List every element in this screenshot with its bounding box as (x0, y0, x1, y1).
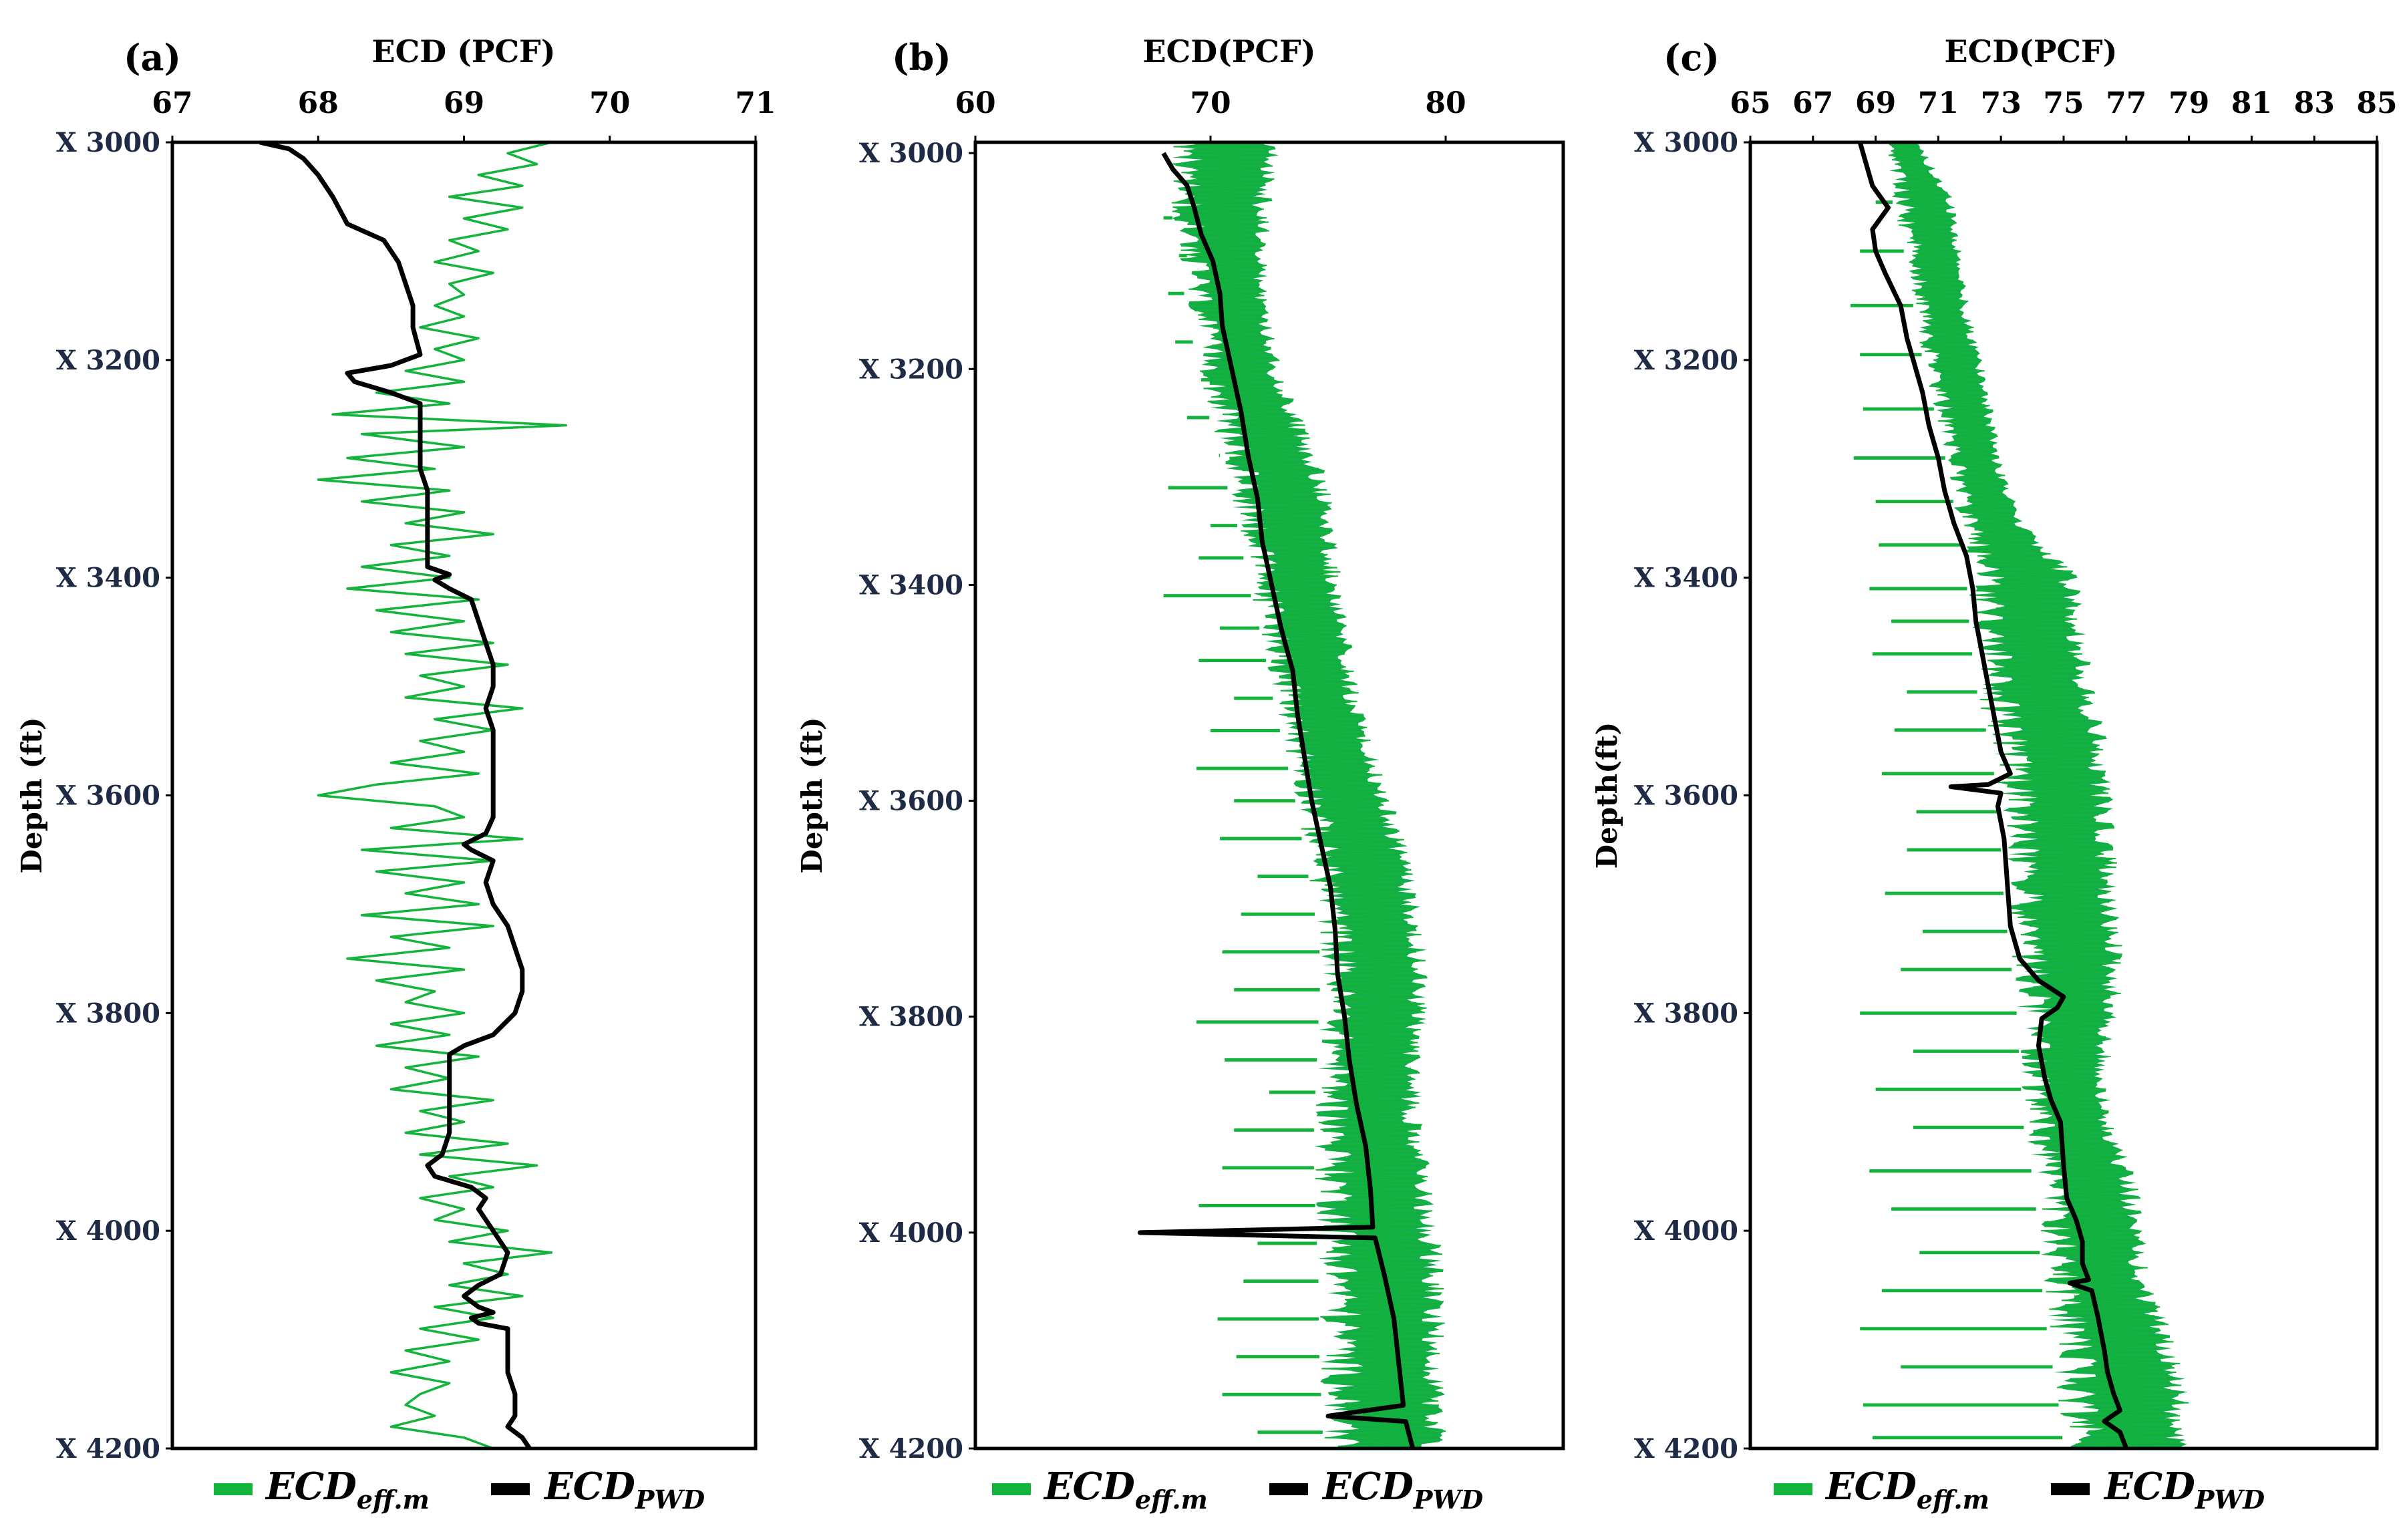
legend-eff-sub: eff.m (357, 1485, 430, 1515)
legend-label-eff: ECDeff.m (265, 1465, 430, 1515)
x-tick-label: 71 (735, 86, 776, 120)
y-tick-label: X 3200 (1634, 345, 1738, 376)
plot-area (1851, 142, 2189, 1448)
legend-swatch-eff (214, 1483, 253, 1495)
legend-pwd-main: ECD (543, 1465, 635, 1509)
x-tick-label: 77 (2106, 86, 2146, 120)
x-axis-title: ECD(PCF) (1945, 33, 2118, 69)
y-tick-label: X 3000 (1634, 127, 1738, 158)
legend-pwd-main: ECD (1321, 1465, 1414, 1509)
y-tick-label: X 4200 (859, 1433, 963, 1465)
legend: ECDeff.m ECDPWD (992, 1465, 1483, 1515)
legend-eff-main: ECD (265, 1465, 357, 1509)
y-axis-title: Depth(ft) (1591, 722, 1623, 869)
legend-label-eff: ECDeff.m (1824, 1465, 1989, 1515)
y-tick-label: X 3000 (859, 138, 963, 169)
chart-panel-a: 67 68 69 70 71 ECD (PCF) (a) X 3000 X 3200 X 3400… (15, 33, 776, 1515)
panel-label: (a) (124, 36, 181, 79)
y-tick-label: X 3400 (56, 563, 160, 594)
legend-swatch-pwd (1269, 1483, 1308, 1495)
legend-pwd-main: ECD (2103, 1465, 2195, 1509)
x-tick-label: 67 (152, 86, 192, 120)
x-tick-label: 67 (1792, 86, 1833, 120)
legend-label-eff: ECDeff.m (1043, 1465, 1208, 1515)
legend-label-pwd: ECDPWD (543, 1465, 705, 1515)
y-axis-title: Depth (ft) (15, 717, 48, 873)
x-tick-label: 81 (2231, 86, 2272, 120)
chart-panel-b: 60 70 80 ECD(PCF) (b) X 3000 X 3200 X 3400 X 360… (796, 33, 1565, 1515)
x-axis-title: ECD (PCF) (372, 33, 556, 69)
y-tick-label: X 4000 (56, 1215, 160, 1247)
plot-frame (170, 140, 758, 1450)
y-tick-label: X 4000 (859, 1217, 963, 1249)
x-tick-label: 85 (2356, 86, 2397, 120)
band-texture (1889, 142, 2189, 1448)
x-tick-label: 75 (2043, 86, 2084, 120)
x-tick-label: 69 (1855, 86, 1896, 120)
plot-area (259, 142, 568, 1448)
series-ECD_PWD-line (259, 142, 532, 1448)
x-axis-title: ECD(PCF) (1143, 33, 1316, 69)
y-tick-label: X 3800 (56, 997, 160, 1029)
legend: ECDeff.m ECDPWD (214, 1465, 705, 1515)
panel-label: (b) (892, 36, 951, 79)
x-tick-label: 65 (1730, 86, 1770, 120)
legend-label-pwd: ECDPWD (1321, 1465, 1483, 1515)
y-axis-title: Depth (ft) (796, 717, 828, 873)
x-tick-label: 73 (1981, 86, 2022, 120)
y-tick-label: X 3200 (56, 345, 160, 376)
y-tick-label: X 3200 (859, 353, 963, 385)
legend-swatch-pwd (2051, 1483, 2090, 1495)
legend-eff-sub: eff.m (1917, 1485, 1989, 1515)
legend-label-pwd: ECDPWD (2103, 1465, 2265, 1515)
x-tick-label: 68 (298, 86, 339, 120)
series-ECD_eff.m-line (317, 142, 568, 1448)
x-tick-label: 70 (1190, 86, 1231, 120)
legend-eff-sub: eff.m (1135, 1485, 1208, 1515)
y-tick-label: X 3600 (1634, 780, 1738, 812)
band-texture (1171, 142, 1446, 1448)
x-tick-label: 70 (589, 86, 630, 120)
y-tick-label: X 3800 (1634, 997, 1738, 1029)
legend: ECDeff.m ECDPWD (1774, 1465, 2265, 1515)
y-tick-label: X 4200 (1634, 1433, 1738, 1465)
legend-eff-main: ECD (1824, 1465, 1917, 1509)
y-tick-label: X 4000 (1634, 1215, 1738, 1247)
legend-swatch-eff (1774, 1483, 1812, 1495)
legend-eff-main: ECD (1043, 1465, 1135, 1509)
legend-pwd-sub: PWD (1413, 1485, 1483, 1515)
y-tick-label: X 4200 (56, 1433, 160, 1465)
series-ECD_PWD-line (1857, 142, 2129, 1448)
legend-pwd-sub: PWD (635, 1485, 705, 1515)
panel-label: (c) (1663, 36, 1720, 79)
plot-area (1137, 142, 1446, 1448)
series-ECD_eff.m-band (1163, 142, 1446, 1448)
series-ECD_PWD-line (1137, 152, 1416, 1448)
legend-swatch-pwd (491, 1483, 530, 1495)
legend-pwd-sub: PWD (2195, 1485, 2265, 1515)
x-tick-label: 79 (2169, 86, 2209, 120)
legend-swatch-eff (992, 1483, 1031, 1495)
series-ECD_eff.m-band (1851, 142, 2189, 1448)
y-tick-label: X 3600 (56, 780, 160, 812)
x-tick-label: 83 (2294, 86, 2335, 120)
x-tick-label: 60 (955, 86, 995, 120)
x-tick-label: 69 (444, 86, 484, 120)
y-tick-label: X 3000 (56, 127, 160, 158)
plot-frame (973, 140, 1565, 1450)
y-tick-label: X 3400 (1634, 563, 1738, 594)
x-tick-label: 71 (1918, 86, 1959, 120)
y-tick-label: X 3800 (859, 1002, 963, 1033)
y-tick-label: X 3400 (859, 569, 963, 601)
y-tick-label: X 3600 (859, 786, 963, 817)
x-tick-label: 80 (1425, 86, 1466, 120)
chart-panel-c: 65 67 69 71 73 75 77 79 81 83 85 ECD(PCF) (c) X 3000 X… (1591, 33, 2398, 1515)
